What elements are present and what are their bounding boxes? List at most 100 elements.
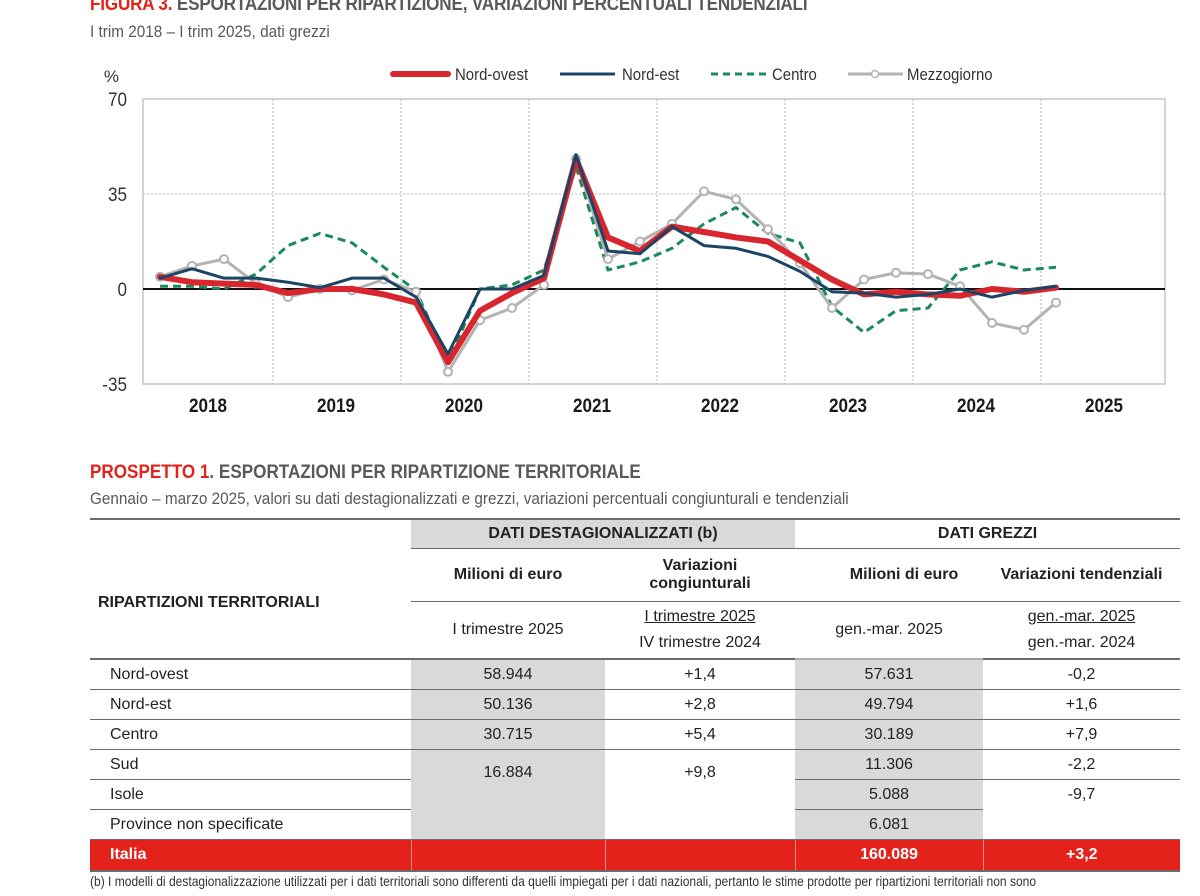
- x-tick-label: 2022: [701, 395, 739, 416]
- table-total-row: Italia 160.089 +3,2: [90, 839, 1181, 872]
- raw-millions: 5.088: [795, 779, 984, 810]
- data-point-mezzogiorno: [603, 254, 613, 265]
- sa-var: +5,4: [605, 719, 796, 750]
- series-line-nord-est: [158, 153, 1058, 356]
- figure-title-text: ESPORTAZIONI PER RIPARTIZIONE, VARIAZION…: [172, 0, 808, 15]
- col-header-raw-var: Variazioni tendenziali: [1000, 566, 1163, 583]
- data-point-mezzogiorno: [763, 224, 773, 235]
- sa-var-period-num: I trimestre 2025: [644, 608, 756, 625]
- row-name: Isole: [90, 779, 411, 810]
- row-name: Nord-ovest: [90, 658, 411, 690]
- table-row: Centro 30.715 +5,4 30.189 +7,9: [90, 719, 1181, 750]
- raw-var: [983, 810, 1180, 840]
- y-tick-label: 35: [108, 184, 127, 205]
- table-row: Sud 16.884 +9,8 11.306 -2,2: [90, 749, 1181, 840]
- raw-var: -9,7: [983, 779, 1181, 810]
- table-label-sep: .: [209, 462, 215, 483]
- col-header-sa-var: Variazioni congiunturali: [605, 549, 795, 602]
- raw-var: -2,2: [983, 749, 1181, 780]
- data-point-mezzogiorno: [923, 269, 933, 280]
- legend-label-centro: Centro: [772, 66, 817, 84]
- table-title: PROSPETTO 1. ESPORTAZIONI PER RIPARTIZIO…: [90, 462, 641, 484]
- x-tick-label: 2020: [445, 395, 483, 416]
- legend-label-nord-est: Nord-est: [622, 66, 680, 84]
- raw-var: -0,2: [983, 658, 1181, 690]
- sa-millions: 58.944: [411, 658, 605, 690]
- data-point-mezzogiorno: [1051, 297, 1061, 308]
- table-row: Nord-ovest 58.944 +1,4 57.631 -0,2: [90, 658, 1181, 690]
- y-tick-label: 0: [117, 279, 127, 300]
- total-raw-var: +3,2: [982, 839, 1181, 872]
- data-point-mezzogiorno: [827, 303, 837, 313]
- figure-subtitle: I trim 2018 – I trim 2025, dati grezzi: [90, 22, 330, 41]
- raw-millions: 30.189: [795, 719, 984, 750]
- data-point-mezzogiorno: [1019, 324, 1029, 335]
- x-tick-label: 2023: [829, 395, 867, 416]
- figure-title: FIGURA 3. ESPORTAZIONI PER RIPARTIZIONE,…: [90, 0, 808, 16]
- col-header-raw-millions: Milioni di euro: [849, 566, 959, 583]
- raw-var-period: gen.-mar. 2025 gen.-mar. 2024: [983, 601, 1181, 660]
- row-name: Nord-est: [90, 689, 411, 720]
- raw-var: +1,6: [983, 689, 1181, 720]
- sa-period: I trimestre 2025: [411, 601, 605, 660]
- exports-table: RIPARTIZIONI TERRITORIALI DATI DESTAGION…: [90, 518, 1181, 872]
- y-tick-label: -35: [102, 374, 127, 395]
- data-point-mezzogiorno: [891, 267, 901, 278]
- y-tick-label: 70: [108, 89, 127, 110]
- series-line-nord-ovest: [157, 155, 1059, 366]
- legend-label-mezzogiorno: Mezzogiorno: [907, 66, 993, 84]
- sa-var: +1,4: [605, 658, 796, 690]
- sa-millions: 30.715: [411, 719, 605, 750]
- group-header-sa: DATI DESTAGIONALIZZATI (b): [411, 518, 796, 549]
- row-header: RIPARTIZIONI TERRITORIALI: [90, 518, 411, 660]
- raw-var: +7,9: [983, 719, 1181, 750]
- group-header-raw: DATI GREZZI: [795, 518, 1181, 549]
- figure-label: FIGURA 3.: [90, 0, 173, 15]
- mezzogiorno-sa-var: +9,8: [605, 749, 796, 840]
- row-name: Sud: [90, 749, 411, 780]
- x-tick-label: 2018: [189, 395, 227, 416]
- sa-var-period-den: IV trimestre 2024: [639, 634, 761, 651]
- col-header-sa-millions: Milioni di euro: [411, 548, 605, 602]
- data-point-mezzogiorno: [219, 254, 229, 265]
- raw-var-period-num: gen.-mar. 2025: [1027, 608, 1136, 625]
- data-point-mezzogiorno: [635, 236, 645, 247]
- table-row: Province non specificate 6.081: [90, 809, 1180, 840]
- total-raw-millions: 160.089: [794, 839, 984, 872]
- sa-var-period: I trimestre 2025 IV trimestre 2024: [605, 601, 796, 660]
- raw-millions: 6.081: [795, 809, 984, 840]
- legend-label-nord-ovest: Nord-ovest: [455, 66, 529, 84]
- table-title-text: ESPORTAZIONI PER RIPARTIZIONE TERRITORIA…: [214, 462, 641, 483]
- row-name: Province non specificate: [90, 809, 411, 840]
- table-row: Nord-est 50.136 +2,8 49.794 +1,6: [90, 689, 1181, 720]
- y-axis-label: %: [104, 67, 119, 86]
- mezzogiorno-sa-millions: 16.884: [411, 749, 605, 840]
- legend-marker-mezzogiorno: [870, 69, 880, 79]
- data-point-mezzogiorno: [443, 366, 453, 377]
- col-header-sa-var-line2: congiunturali: [649, 575, 751, 592]
- row-name: Centro: [90, 719, 411, 750]
- table-subtitle: Gennaio – marzo 2025, valori su dati des…: [90, 489, 849, 508]
- total-sa-millions: [410, 839, 605, 872]
- total-name: Italia: [90, 839, 411, 872]
- footnote: (b) I modelli di destagionalizzazione ut…: [90, 873, 1037, 889]
- data-point-mezzogiorno: [859, 274, 869, 285]
- total-sa-var: [604, 839, 796, 872]
- data-point-mezzogiorno: [987, 317, 997, 328]
- table-row: Isole 5.088 -9,7: [90, 779, 1181, 810]
- sa-var: +2,8: [605, 689, 796, 720]
- raw-period: gen.-mar. 2025: [795, 601, 984, 660]
- raw-millions: 49.794: [795, 689, 984, 720]
- x-tick-label: 2021: [573, 395, 611, 416]
- x-tick-label: 2024: [957, 395, 995, 416]
- x-tick-label: 2025: [1085, 395, 1123, 416]
- line-chart: 70 35 0 -35% 2018 2019 2020 2021 2022 2023 2024 202…: [102, 66, 1166, 416]
- table-label: PROSPETTO 1: [90, 462, 210, 483]
- x-tick-label: 2019: [317, 395, 355, 416]
- raw-var-period-den: gen.-mar. 2024: [1027, 634, 1136, 651]
- col-header-sa-var-line1: Variazioni: [662, 557, 738, 574]
- series-line-centro: [160, 165, 1057, 364]
- sa-millions: 50.136: [411, 689, 605, 720]
- data-point-mezzogiorno: [507, 303, 517, 313]
- raw-millions: 11.306: [795, 749, 984, 780]
